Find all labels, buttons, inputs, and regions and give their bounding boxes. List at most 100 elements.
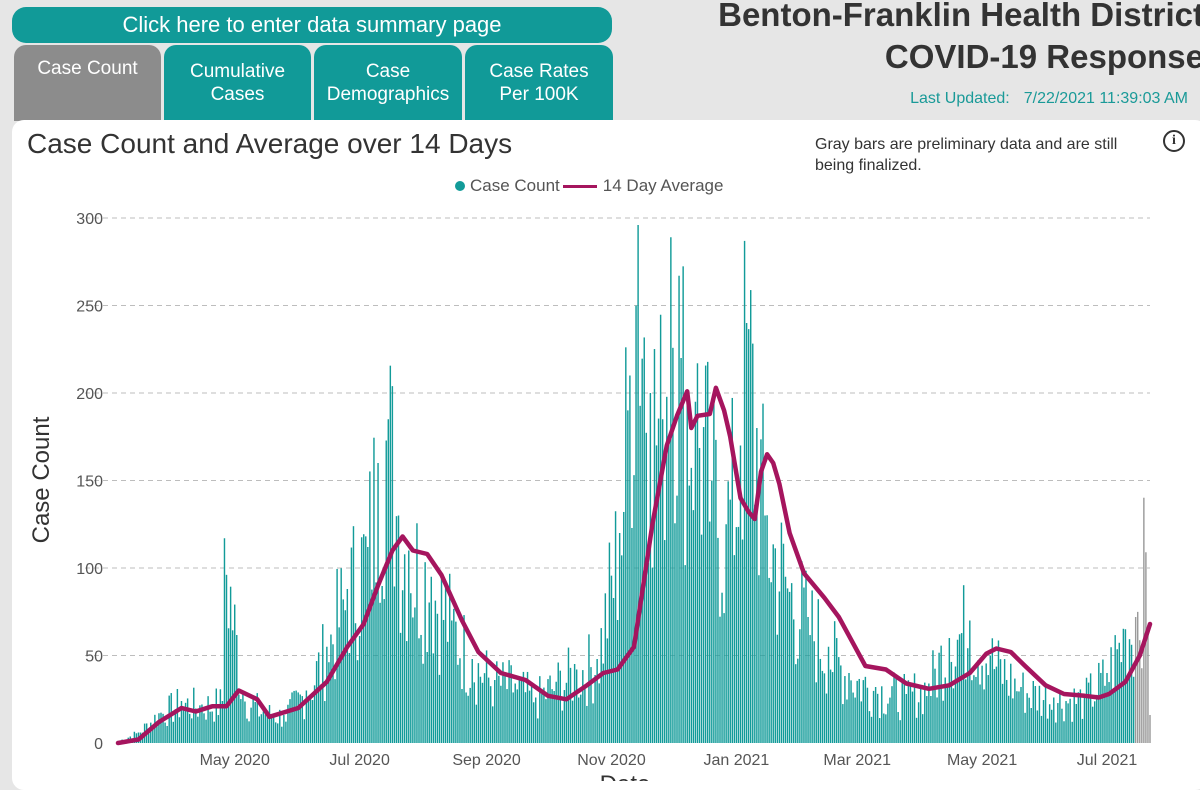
case-count-bar xyxy=(575,669,578,743)
case-count-bar xyxy=(909,683,912,743)
case-count-bar xyxy=(422,663,424,743)
case-count-bar xyxy=(971,680,973,743)
tab-cumulative-cases[interactable]: Cumulative Cases xyxy=(164,45,311,121)
case-count-bar xyxy=(811,590,813,743)
case-count-bar xyxy=(895,677,897,743)
y-tick-label: 300 xyxy=(76,211,103,228)
case-count-bar xyxy=(801,561,803,743)
case-count-bar xyxy=(541,693,543,743)
case-count-bar xyxy=(344,610,347,743)
case-count-bar xyxy=(1057,703,1059,743)
case-count-bar xyxy=(835,638,838,743)
tab-case-count[interactable]: Case Count xyxy=(14,45,161,121)
case-count-bar xyxy=(926,696,928,743)
case-count-bar xyxy=(768,577,770,743)
case-count-bar xyxy=(905,694,908,743)
case-count-bar xyxy=(209,711,211,743)
case-count-bar xyxy=(516,689,519,743)
case-count-bar xyxy=(702,427,705,743)
case-count-bar xyxy=(383,599,385,743)
case-count-bar xyxy=(313,685,316,743)
case-count-bar xyxy=(602,663,605,743)
case-count-bar xyxy=(1081,718,1084,743)
case-count-bar xyxy=(977,660,979,743)
case-count-bar xyxy=(426,652,428,743)
tab-case-demographics[interactable]: Case Demographics xyxy=(314,45,462,121)
case-count-bar xyxy=(496,661,498,743)
case-count-bar xyxy=(723,613,725,743)
case-count-bar xyxy=(897,712,899,743)
case-count-bar xyxy=(631,527,633,743)
case-count-bar xyxy=(481,682,484,743)
case-count-bar xyxy=(948,638,951,743)
case-count-bar xyxy=(930,695,932,743)
case-count-bar xyxy=(696,363,699,743)
case-count-bar xyxy=(706,361,709,743)
case-count-bar xyxy=(455,621,457,743)
case-count-bar xyxy=(1073,688,1075,743)
case-count-bar xyxy=(412,617,414,743)
case-count-bar xyxy=(584,684,586,743)
case-count-bar xyxy=(418,638,420,743)
case-count-bar xyxy=(827,646,830,743)
case-count-bar xyxy=(682,266,684,743)
case-count-bar xyxy=(494,680,496,743)
case-count-bar xyxy=(1010,663,1012,743)
case-count-bar xyxy=(555,681,557,743)
case-count-bar xyxy=(1020,687,1022,743)
case-count-bar xyxy=(188,713,191,743)
case-count-bar xyxy=(862,680,865,743)
case-count-bar xyxy=(154,714,156,743)
case-count-bar xyxy=(594,675,596,743)
case-count-bar xyxy=(365,536,367,743)
case-count-bar xyxy=(881,686,883,743)
case-count-bar xyxy=(332,644,334,743)
case-count-bar xyxy=(545,699,547,743)
case-count-bar xyxy=(289,699,291,743)
case-count-bar xyxy=(815,682,817,743)
case-count-bar xyxy=(694,401,697,743)
case-count-bar xyxy=(1077,692,1080,743)
case-count-bar xyxy=(186,698,189,743)
case-count-bar xyxy=(747,329,750,743)
tab-case-rates[interactable]: Case Rates Per 100K xyxy=(465,45,613,121)
case-count-bar xyxy=(1003,659,1006,743)
y-axis-label: Case Count xyxy=(28,416,55,543)
info-icon[interactable]: i xyxy=(1163,130,1185,152)
case-count-bar xyxy=(451,620,453,743)
case-count-bar xyxy=(981,665,983,743)
case-count-bar xyxy=(1012,698,1014,743)
case-count-bar xyxy=(471,659,473,743)
case-count-bar xyxy=(729,499,731,743)
case-count-bar xyxy=(338,627,340,743)
case-count-bar xyxy=(754,504,756,743)
case-count-bar xyxy=(311,700,314,743)
case-count-bar xyxy=(508,660,510,743)
case-count-bar xyxy=(244,701,246,743)
case-count-bar xyxy=(889,697,891,743)
case-count-bar xyxy=(379,602,381,743)
case-count-bar xyxy=(711,480,713,743)
case-count-bar xyxy=(184,702,187,743)
case-count-bar xyxy=(956,639,959,743)
case-count-bar xyxy=(782,543,785,743)
case-count-bar xyxy=(195,708,197,743)
case-count-bar xyxy=(821,670,824,743)
data-summary-button[interactable]: Click here to enter data summary page xyxy=(12,7,612,43)
case-count-bar xyxy=(178,717,181,743)
case-count-bar xyxy=(233,604,236,743)
case-count-bar xyxy=(1091,706,1094,743)
x-tick-label: Nov 2020 xyxy=(577,752,646,769)
case-count-bar xyxy=(424,562,426,743)
case-count-bar xyxy=(514,683,516,743)
case-count-bar xyxy=(868,711,871,743)
case-count-bar xyxy=(887,703,889,743)
case-count-bar xyxy=(866,687,869,743)
case-count-bar xyxy=(387,419,390,743)
case-count-bar xyxy=(958,634,961,743)
case-count-bar xyxy=(399,632,402,743)
case-count-bar xyxy=(1130,644,1133,743)
case-count-bar xyxy=(459,658,461,743)
case-count-bar xyxy=(639,405,641,743)
case-count-bar xyxy=(227,628,230,743)
